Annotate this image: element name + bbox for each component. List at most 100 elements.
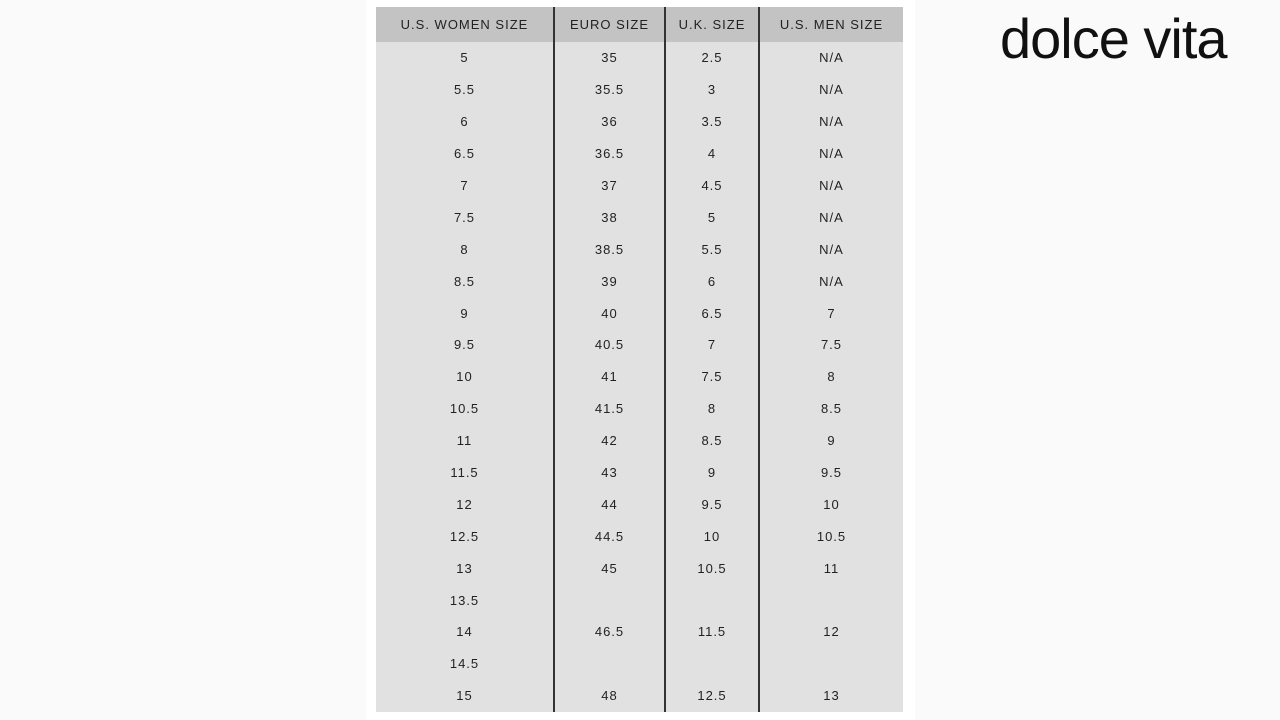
cell-uk bbox=[664, 647, 759, 680]
cell-us-men: N/A bbox=[758, 201, 903, 234]
cell-euro bbox=[553, 584, 665, 617]
cell-euro: 38.5 bbox=[553, 233, 665, 266]
cell-euro: 38 bbox=[553, 201, 665, 234]
table-row: 12 44 9.5 10 bbox=[376, 488, 903, 521]
cell-us-women: 7.5 bbox=[376, 201, 554, 234]
cell-euro: 40 bbox=[553, 297, 665, 330]
cell-uk: 9.5 bbox=[664, 488, 759, 521]
cell-us-men: 13 bbox=[758, 679, 903, 712]
table-row: 11 42 8.5 9 bbox=[376, 424, 903, 457]
table-row: 9.5 40.5 7 7.5 bbox=[376, 329, 903, 361]
cell-us-women: 15 bbox=[376, 679, 554, 712]
cell-us-men: 12 bbox=[758, 616, 903, 648]
cell-us-women: 7 bbox=[376, 169, 554, 202]
cell-uk: 5.5 bbox=[664, 233, 759, 266]
header-euro: EURO SIZE bbox=[553, 7, 665, 42]
cell-us-men: N/A bbox=[758, 73, 903, 106]
cell-us-men: N/A bbox=[758, 265, 903, 298]
table-row: 14.5 bbox=[376, 647, 903, 680]
cell-euro: 35 bbox=[553, 42, 665, 74]
header-us-men: U.S. MEN SIZE bbox=[758, 7, 903, 42]
table-row: 7.5 38 5 N/A bbox=[376, 201, 903, 234]
cell-us-men: 10 bbox=[758, 488, 903, 521]
cell-uk: 9 bbox=[664, 456, 759, 489]
cell-euro: 43 bbox=[553, 456, 665, 489]
cell-uk: 7.5 bbox=[664, 360, 759, 393]
table-row: 11.5 43 9 9.5 bbox=[376, 456, 903, 489]
cell-us-men: 9.5 bbox=[758, 456, 903, 489]
cell-uk: 3 bbox=[664, 73, 759, 106]
cell-euro: 41 bbox=[553, 360, 665, 393]
cell-euro: 41.5 bbox=[553, 392, 665, 425]
cell-us-men: 10.5 bbox=[758, 520, 903, 553]
cell-euro: 44.5 bbox=[553, 520, 665, 553]
cell-euro: 45 bbox=[553, 552, 665, 585]
cell-us-men bbox=[758, 647, 903, 680]
table-row: 6.5 36.5 4 N/A bbox=[376, 137, 903, 170]
cell-uk: 6.5 bbox=[664, 297, 759, 330]
cell-us-men: N/A bbox=[758, 169, 903, 202]
cell-euro: 36.5 bbox=[553, 137, 665, 170]
cell-euro: 42 bbox=[553, 424, 665, 457]
cell-euro: 39 bbox=[553, 265, 665, 298]
cell-uk: 8.5 bbox=[664, 424, 759, 457]
table-row: 6 36 3.5 N/A bbox=[376, 105, 903, 138]
cell-us-women: 6.5 bbox=[376, 137, 554, 170]
cell-us-men: N/A bbox=[758, 42, 903, 74]
table-row: 5 35 2.5 N/A bbox=[376, 42, 903, 74]
cell-euro: 37 bbox=[553, 169, 665, 202]
cell-us-women: 13.5 bbox=[376, 584, 554, 617]
cell-us-women: 10 bbox=[376, 360, 554, 393]
cell-euro: 48 bbox=[553, 679, 665, 712]
cell-uk: 2.5 bbox=[664, 42, 759, 74]
cell-us-women: 6 bbox=[376, 105, 554, 138]
cell-us-men: 7.5 bbox=[758, 329, 903, 361]
cell-us-men: 11 bbox=[758, 552, 903, 585]
table-row: 7 37 4.5 N/A bbox=[376, 169, 903, 202]
cell-uk: 7 bbox=[664, 329, 759, 361]
table-row: 13 45 10.5 11 bbox=[376, 552, 903, 585]
cell-us-women: 5 bbox=[376, 42, 554, 74]
cell-us-women: 8.5 bbox=[376, 265, 554, 298]
table-row: 14 46.5 11.5 12 bbox=[376, 616, 903, 648]
cell-euro: 36 bbox=[553, 105, 665, 138]
cell-uk: 4 bbox=[664, 137, 759, 170]
table-row: 12.5 44.5 10 10.5 bbox=[376, 520, 903, 553]
cell-us-women: 12 bbox=[376, 488, 554, 521]
cell-euro bbox=[553, 647, 665, 680]
cell-uk: 12.5 bbox=[664, 679, 759, 712]
cell-us-women: 11 bbox=[376, 424, 554, 457]
cell-us-men: 9 bbox=[758, 424, 903, 457]
table-row: 13.5 bbox=[376, 584, 903, 617]
cell-uk: 4.5 bbox=[664, 169, 759, 202]
header-uk: U.K. SIZE bbox=[664, 7, 759, 42]
cell-uk: 5 bbox=[664, 201, 759, 234]
table-row: 5.5 35.5 3 N/A bbox=[376, 73, 903, 106]
cell-us-men: 7 bbox=[758, 297, 903, 330]
cell-euro: 35.5 bbox=[553, 73, 665, 106]
cell-us-men: 8.5 bbox=[758, 392, 903, 425]
cell-us-women: 9 bbox=[376, 297, 554, 330]
brand-logo: dolce vita bbox=[1000, 7, 1228, 70]
cell-us-men: N/A bbox=[758, 233, 903, 266]
cell-us-women: 11.5 bbox=[376, 456, 554, 489]
header-row: U.S. WOMEN SIZE EURO SIZE U.K. SIZE U.S.… bbox=[376, 7, 903, 42]
cell-us-women: 8 bbox=[376, 233, 554, 266]
table-row: 10 41 7.5 8 bbox=[376, 360, 903, 393]
cell-uk: 11.5 bbox=[664, 616, 759, 648]
size-chart-table: U.S. WOMEN SIZE EURO SIZE U.K. SIZE U.S.… bbox=[376, 7, 903, 712]
cell-uk: 6 bbox=[664, 265, 759, 298]
cell-euro: 46.5 bbox=[553, 616, 665, 648]
cell-uk: 8 bbox=[664, 392, 759, 425]
cell-uk: 10.5 bbox=[664, 552, 759, 585]
cell-us-men: N/A bbox=[758, 137, 903, 170]
cell-uk: 10 bbox=[664, 520, 759, 553]
table-row: 10.5 41.5 8 8.5 bbox=[376, 392, 903, 425]
cell-uk bbox=[664, 584, 759, 617]
cell-us-men: 8 bbox=[758, 360, 903, 393]
cell-us-women: 9.5 bbox=[376, 329, 554, 361]
cell-euro: 44 bbox=[553, 488, 665, 521]
cell-us-women: 12.5 bbox=[376, 520, 554, 553]
table-row: 8 38.5 5.5 N/A bbox=[376, 233, 903, 266]
cell-us-women: 10.5 bbox=[376, 392, 554, 425]
